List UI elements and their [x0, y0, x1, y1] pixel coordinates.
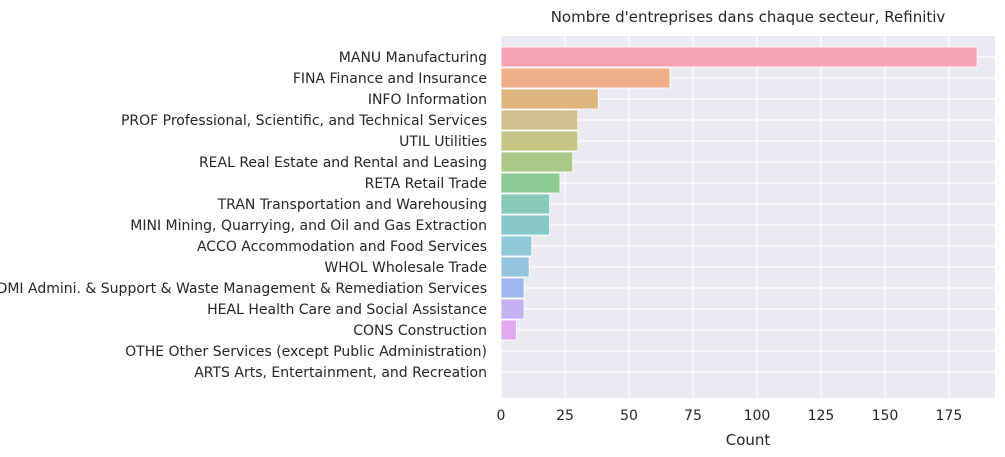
category-label: UTIL Utilities [399, 134, 487, 150]
bar [500, 256, 530, 278]
category-label: ARTS Arts, Entertainment, and Recreation [194, 365, 487, 381]
bar [500, 319, 517, 341]
x-tick-label: 25 [556, 408, 574, 424]
category-label: FINA Finance and Insurance [293, 71, 487, 87]
x-tick-labels: 0 25 50 75 100 125 150 175 [497, 408, 963, 424]
x-tick-label: 100 [744, 408, 771, 424]
x-tick-label: 0 [497, 408, 506, 424]
bar [500, 214, 551, 236]
category-label: MINI Mining, Quarrying, and Oil and Gas … [130, 218, 487, 234]
category-label: WHOL Wholesale Trade [324, 260, 487, 276]
bar [500, 46, 978, 68]
x-tick-label: 75 [684, 408, 702, 424]
category-label: RETA Retail Trade [365, 176, 487, 192]
x-tick-label: 150 [872, 408, 899, 424]
category-label: CONS Construction [353, 323, 487, 339]
bar [500, 151, 574, 173]
category-label: HEAL Health Care and Social Assistance [207, 302, 487, 318]
bar [500, 193, 551, 215]
category-label: REAL Real Estate and Rental and Leasing [199, 155, 487, 171]
x-axis-label: Count [726, 431, 771, 449]
category-label: ACCO Accommodation and Food Services [197, 239, 487, 255]
category-labels: MANU Manufacturing FINA Finance and Insur… [0, 50, 487, 381]
bar [500, 109, 579, 131]
bar [500, 235, 533, 257]
category-label: INFO Information [368, 92, 487, 108]
chart-title: Nombre d'entreprises dans chaque secteur… [551, 8, 946, 26]
bar [500, 130, 579, 152]
category-label: MANU Manufacturing [339, 50, 487, 66]
bar [500, 88, 599, 110]
category-label: ADMI Admini. & Support & Waste Managemen… [0, 281, 487, 297]
category-label: OTHE Other Services (except Public Admin… [125, 344, 487, 360]
bar [500, 277, 525, 299]
category-label: TRAN Transportation and Warehousing [217, 197, 487, 213]
x-tick-label: 175 [936, 408, 963, 424]
x-tick-label: 50 [620, 408, 638, 424]
x-tick-label: 125 [808, 408, 835, 424]
bar [500, 298, 525, 320]
bars [500, 46, 978, 341]
bar [500, 67, 671, 89]
category-label: PROF Professional, Scientific, and Techn… [121, 113, 487, 129]
bar [500, 172, 561, 194]
